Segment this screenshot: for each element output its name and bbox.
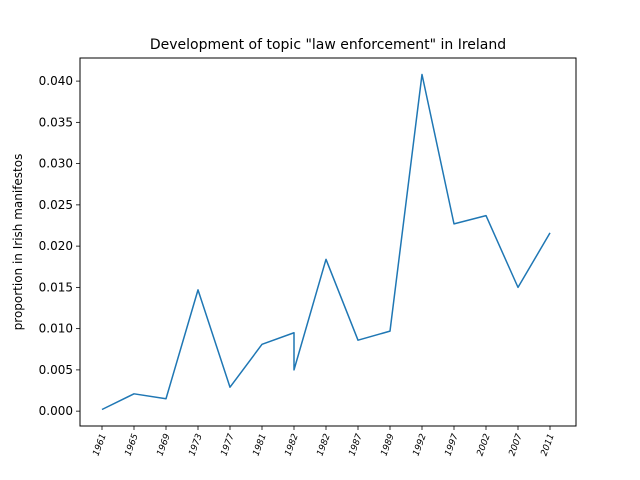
plot-frame <box>79 57 577 427</box>
y-tick-label: 0.010 <box>39 322 73 336</box>
y-tick-label: 0.035 <box>39 115 73 129</box>
plot-area <box>101 73 551 411</box>
y-axis-label: proportion in Irish manifestos <box>11 154 25 331</box>
y-tick-label: 0.030 <box>39 157 73 171</box>
y-axis: 0.000 0.005 0.010 0.015 0.020 0.025 0.030 0.035… <box>39 74 80 418</box>
series-line <box>101 73 551 411</box>
y-tick-label: 0.020 <box>39 239 73 253</box>
y-tick-label: 0.005 <box>39 363 73 377</box>
y-tick-label: 0.000 <box>39 404 73 418</box>
chart-title: Development of topic "law enforcement" i… <box>150 37 506 53</box>
y-tick-label: 0.015 <box>39 280 73 294</box>
y-tick-label: 0.040 <box>39 74 73 88</box>
y-tick-label: 0.025 <box>39 198 73 212</box>
